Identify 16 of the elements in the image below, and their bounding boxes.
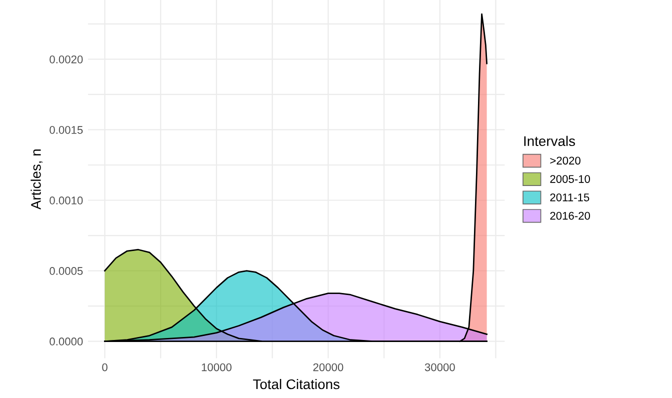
- y-tick-label: 0.0020: [50, 55, 83, 64]
- legend-label: >2020: [550, 156, 580, 165]
- y-tick-label: 0.0015: [50, 126, 83, 134]
- y-tick-label: 0.0010: [50, 196, 83, 204]
- legend-label: 2005-10: [550, 175, 590, 183]
- x-tick-label: 20000: [313, 363, 344, 372]
- y-axis-title: Articles, n: [30, 150, 43, 210]
- x-tick-label: 0: [102, 363, 108, 372]
- legend-label: 2011-15: [550, 193, 590, 202]
- y-tick-label: 0.0000: [50, 338, 83, 346]
- y-tick-label: 0.0005: [50, 267, 83, 275]
- legend-title: Intervals: [524, 136, 575, 146]
- legend-label: 2016-20: [550, 212, 590, 220]
- x-tick-label: 30000: [424, 363, 455, 372]
- x-axis-title: Total Citations: [253, 378, 340, 390]
- x-tick-label: 10000: [202, 363, 232, 372]
